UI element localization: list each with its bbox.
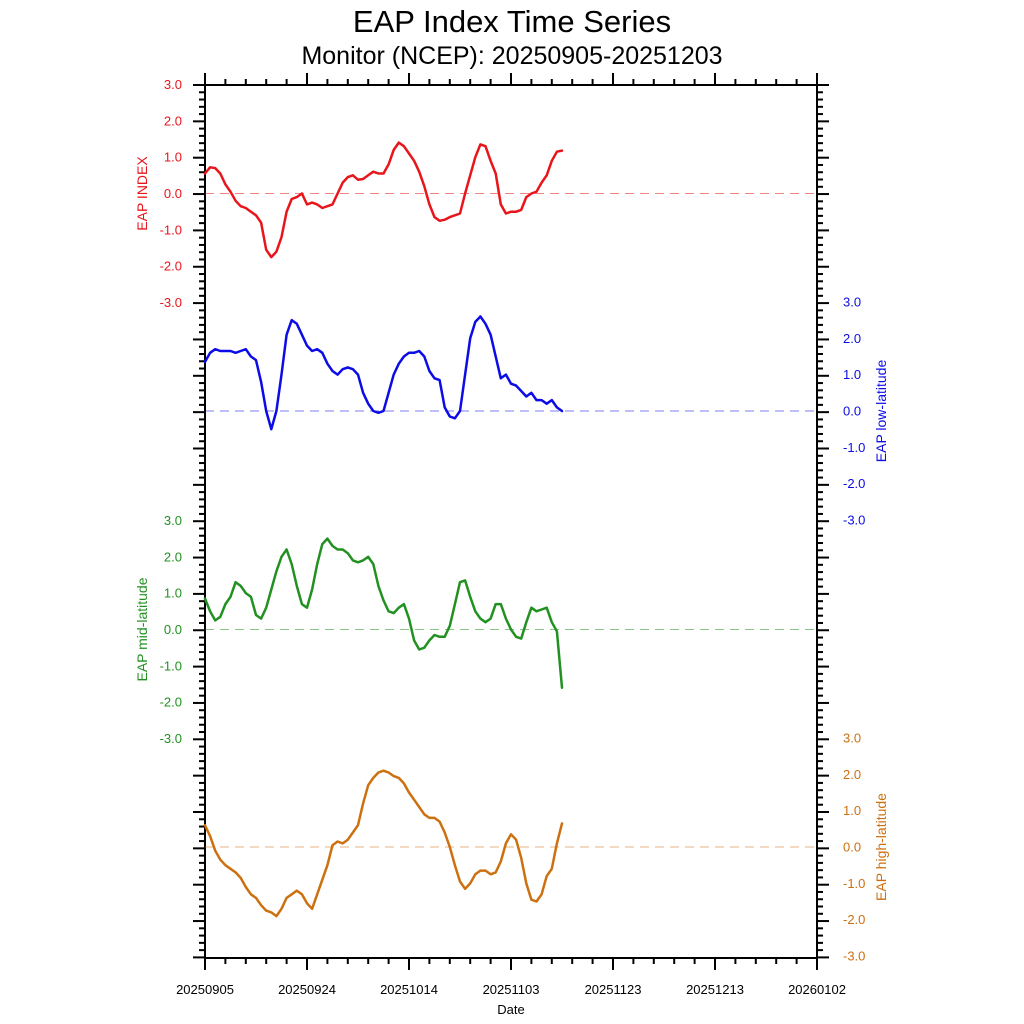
x-tick-label: 20250905 <box>176 982 234 997</box>
eap-low-latitude-series-line <box>203 315 564 431</box>
eap-index-series-line <box>203 141 564 259</box>
eap-mid-latitude-y-tick-label: 0.0 <box>164 622 182 637</box>
chart-marks: 20250905 20250924 20251014 20251103 20251123… <box>134 73 889 997</box>
eap-mid-latitude-y-tick-label: -3.0 <box>160 731 182 746</box>
eap-mid-latitude-y-axis-label: EAP mid-latitude <box>134 577 150 681</box>
eap-low-latitude-y-tick-label: 3.0 <box>843 294 861 309</box>
eap-mid-latitude-y-tick-label: 3.0 <box>164 513 182 528</box>
eap-high-latitude-y-tick-label: 3.0 <box>843 730 861 745</box>
eap-high-latitude-y-tick-label: -1.0 <box>843 876 865 891</box>
x-tick-label: 20251103 <box>483 982 540 997</box>
eap-mid-latitude-y-tick-label: 2.0 <box>164 549 182 564</box>
eap-mid-latitude-y-tick-label: -1.0 <box>160 658 182 673</box>
eap-index-y-tick-label: -1.0 <box>160 222 182 237</box>
eap-index-y-tick-label: 1.0 <box>164 150 182 165</box>
eap-mid-latitude-y-tick-label: 1.0 <box>164 586 182 601</box>
x-tick-label: 20251213 <box>686 982 744 997</box>
eap-low-latitude-y-tick-label: 0.0 <box>843 404 861 419</box>
eap-mid-latitude-series-line <box>203 537 564 689</box>
chart-subtitle: Monitor (NCEP): 20250905-20251203 <box>301 42 722 70</box>
x-tick-label: 20251014 <box>380 982 438 997</box>
eap-high-latitude-y-axis-label: EAP high-latitude <box>873 793 889 901</box>
eap-low-latitude-y-tick-label: -2.0 <box>843 476 865 491</box>
eap-index-y-axis-label: EAP INDEX <box>134 156 150 231</box>
x-axis-label: Date <box>497 1002 524 1017</box>
plot-frame <box>204 84 818 959</box>
eap-high-latitude-y-tick-label: -2.0 <box>843 912 865 927</box>
eap-low-latitude-y-tick-label: 2.0 <box>843 331 861 346</box>
eap-mid-latitude-y-tick-label: -2.0 <box>160 695 182 710</box>
eap-index-y-tick-label: 0.0 <box>164 186 182 201</box>
eap-high-latitude-series-line <box>203 769 564 918</box>
eap-high-latitude-y-tick-label: 1.0 <box>843 803 861 818</box>
eap-low-latitude-y-axis-label: EAP low-latitude <box>873 360 889 463</box>
eap-low-latitude-y-tick-label: -1.0 <box>843 440 865 455</box>
x-tick-label: 20260102 <box>788 982 846 997</box>
eap-high-latitude-y-tick-label: 0.0 <box>843 840 861 855</box>
x-tick-label: 20251123 <box>585 982 642 997</box>
eap-index-y-tick-label: -3.0 <box>160 295 182 310</box>
eap-high-latitude-y-tick-label: 2.0 <box>843 767 861 782</box>
eap-low-latitude-y-tick-label: -3.0 <box>843 513 865 528</box>
eap-low-latitude-y-tick-label: 1.0 <box>843 367 861 382</box>
x-tick-label: 20250924 <box>278 982 336 997</box>
eap-index-y-tick-label: -2.0 <box>160 259 182 274</box>
eap-index-y-tick-label: 3.0 <box>164 77 182 92</box>
eap-high-latitude-y-tick-label: -3.0 <box>843 949 865 964</box>
chart-title: EAP Index Time Series <box>353 4 671 39</box>
eap-index-y-tick-label: 2.0 <box>164 113 182 128</box>
